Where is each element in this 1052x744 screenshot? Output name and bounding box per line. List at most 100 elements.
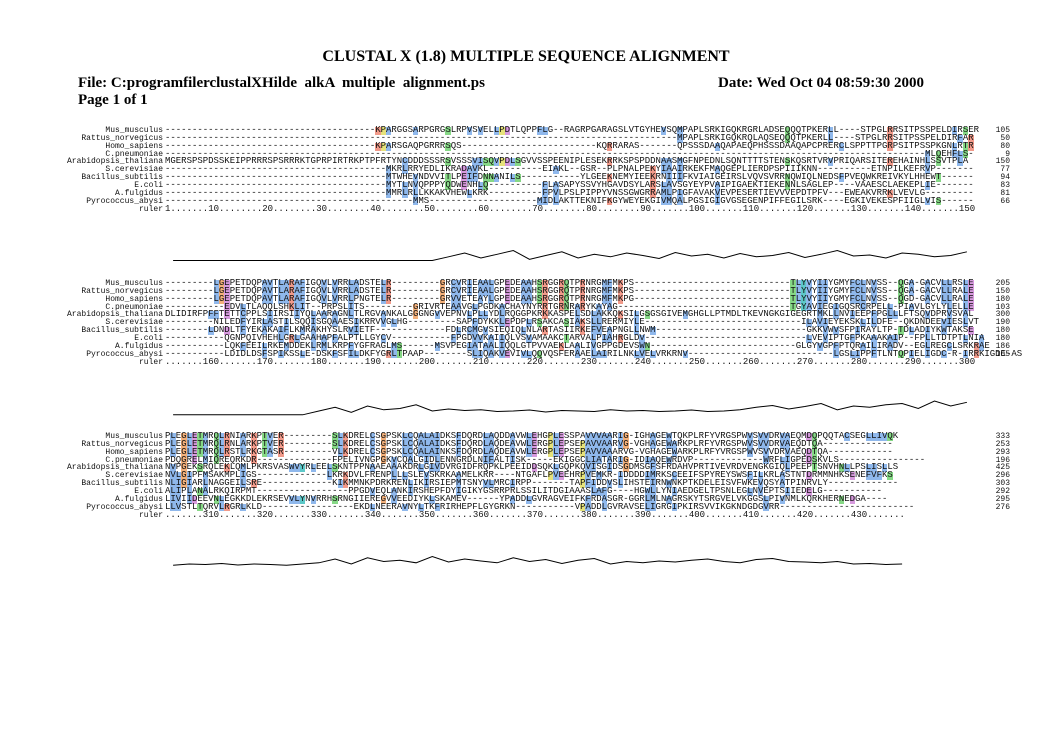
residue: - [887, 148, 893, 159]
residue: - [601, 148, 608, 159]
residue: V [763, 431, 769, 441]
residue: R [612, 431, 618, 441]
residue: - [348, 501, 354, 512]
residue: E [596, 156, 602, 167]
residue: - [838, 179, 845, 190]
residue: A [671, 164, 678, 175]
residue: - [488, 195, 494, 206]
residue: H [946, 148, 953, 159]
residue: P [466, 317, 473, 328]
residue: S [876, 278, 882, 288]
residue: - [412, 148, 419, 159]
residue: - [175, 278, 182, 288]
sequence-name: Bacillus_subtilis [81, 326, 163, 336]
residue: L [644, 493, 651, 504]
residue: D [504, 156, 511, 167]
residue: - [412, 132, 419, 143]
residue: G [380, 493, 387, 504]
residue: - [262, 179, 268, 190]
residue: F [871, 348, 877, 359]
residue: F [914, 164, 920, 175]
residue: - [526, 501, 532, 512]
residue: V [946, 309, 953, 320]
residue: - [181, 285, 187, 296]
residue: P [704, 470, 710, 481]
residue: H [531, 293, 537, 304]
residue: - [191, 140, 198, 151]
residue: P [898, 301, 904, 312]
residue: - [849, 478, 856, 489]
residue: T [876, 348, 882, 359]
residue: - [677, 301, 683, 312]
residue: E [580, 195, 586, 206]
residue: G [806, 325, 812, 336]
residue: - [321, 164, 327, 175]
residue: P [165, 438, 171, 449]
residue: N [563, 301, 570, 312]
residue: L [935, 301, 942, 312]
residue: E [418, 470, 424, 481]
residue: E [596, 172, 602, 183]
residue: P [229, 470, 236, 481]
residue: A [531, 332, 537, 343]
residue: H [321, 325, 327, 336]
residue: - [515, 187, 521, 198]
residue: - [677, 148, 683, 159]
residue: A [736, 140, 742, 151]
residue: I [499, 340, 505, 351]
residue: S [849, 317, 856, 328]
residue-count: 9 [1005, 149, 1010, 159]
residue: L [590, 309, 597, 320]
residue: - [763, 301, 769, 312]
residue: R [569, 301, 575, 312]
residue: D [946, 125, 953, 135]
date: Date: Wed Oct 04 08:59:30 2000 [718, 75, 924, 91]
residue: R [337, 156, 343, 167]
residue: Q [795, 431, 802, 441]
residue: K [677, 478, 683, 489]
residue: E [660, 454, 667, 465]
residue: - [305, 438, 311, 449]
residue: - [687, 293, 694, 304]
residue: - [407, 301, 413, 312]
residue: N [510, 501, 516, 512]
residue: - [439, 132, 446, 143]
residue: S [774, 140, 780, 151]
residue: - [822, 164, 829, 175]
residue: E [191, 454, 198, 465]
residue: P [369, 478, 376, 489]
residue: D [995, 348, 1001, 359]
residue: - [208, 195, 214, 206]
residue: L [245, 462, 252, 473]
quality-curve [173, 400, 968, 416]
residue: - [666, 285, 672, 296]
residue: L [881, 462, 888, 473]
residue: D [876, 317, 882, 328]
residue: T [741, 156, 748, 167]
residue: - [914, 148, 920, 159]
residue: P [418, 140, 424, 151]
residue: E [855, 172, 861, 183]
residue: L [510, 332, 516, 343]
residue: P [563, 187, 570, 198]
residue: - [186, 278, 192, 288]
residue: D [461, 164, 467, 175]
residue: Y [483, 317, 489, 328]
residue: E [563, 493, 570, 504]
residue: E [472, 293, 478, 304]
residue: - [585, 132, 591, 143]
residue: L [946, 285, 953, 296]
residue-count: 66 [1000, 196, 1010, 206]
residue: H [456, 501, 462, 512]
residue: G [607, 501, 613, 512]
residue: Q [935, 148, 942, 159]
residue: - [208, 301, 214, 312]
residue: L [639, 179, 645, 190]
residue: - [844, 438, 850, 449]
residue: - [310, 301, 316, 312]
residue: - [687, 340, 694, 351]
residue: - [687, 148, 694, 159]
residue: Q [412, 438, 419, 449]
residue: G [461, 332, 467, 343]
residue: - [262, 140, 268, 151]
